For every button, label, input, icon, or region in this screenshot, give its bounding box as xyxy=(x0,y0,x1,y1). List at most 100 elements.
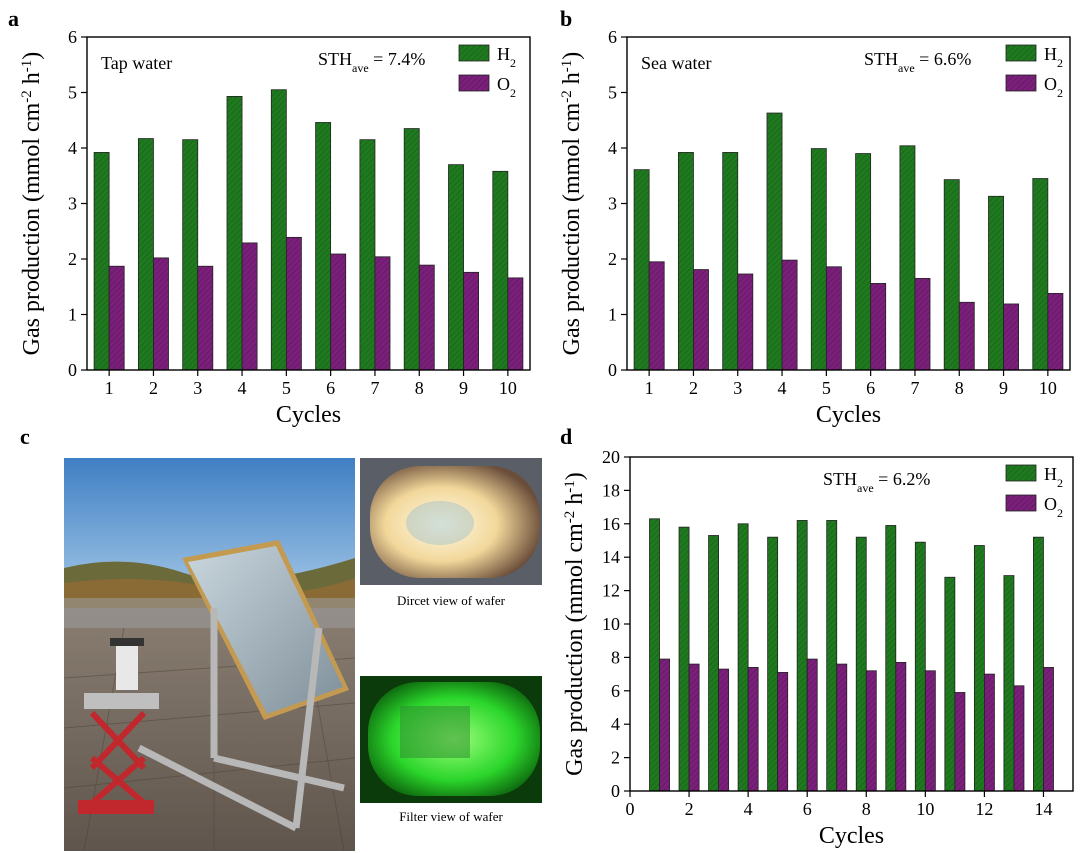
bar-h2 xyxy=(973,545,985,792)
bar-o2 xyxy=(983,673,995,792)
bar-o2 xyxy=(924,670,936,792)
bar-h2 xyxy=(448,164,464,371)
plot-frame xyxy=(629,456,1074,792)
bar-o2 xyxy=(463,271,480,371)
y-tick-label: 2 xyxy=(611,748,620,768)
legend-swatch xyxy=(458,44,490,62)
bar-o2 xyxy=(870,283,887,371)
bar-h2 xyxy=(678,526,690,792)
bar-h2 xyxy=(1032,178,1049,371)
plot-frame xyxy=(86,36,531,371)
bar-o2 xyxy=(1043,667,1054,792)
x-tick-label: 6 xyxy=(326,378,335,398)
bar-o2 xyxy=(825,266,842,371)
bar-o2 xyxy=(836,663,848,792)
y-tick-label: 5 xyxy=(68,83,77,103)
bar-h2 xyxy=(899,145,916,371)
y-tick-label: 8 xyxy=(611,647,620,667)
bar-h2 xyxy=(1003,575,1015,792)
x-tick-label: 0 xyxy=(626,799,635,819)
bar-h2 xyxy=(914,541,926,792)
bar-h2 xyxy=(722,152,739,371)
bar-h2 xyxy=(270,89,287,371)
x-tick-label: 4 xyxy=(238,378,247,398)
x-tick-label: 3 xyxy=(733,378,742,398)
x-tick-label: 6 xyxy=(866,378,875,398)
legend-label: O2 xyxy=(1044,494,1063,520)
legend-label: H2 xyxy=(1044,44,1063,70)
x-tick-label: 5 xyxy=(822,378,831,398)
panel-letter-b: b xyxy=(560,6,573,31)
bar-h2 xyxy=(988,195,1004,371)
x-axis-label: Cycles xyxy=(819,823,884,849)
x-tick-label: 1 xyxy=(645,378,654,398)
legend-label: O2 xyxy=(1044,74,1063,100)
bar-o2 xyxy=(688,663,700,792)
x-axis-label: Cycles xyxy=(816,402,881,428)
x-tick-label: 2 xyxy=(149,378,158,398)
annotation-label: Tap water xyxy=(101,53,172,73)
bar-h2 xyxy=(885,525,897,792)
bar-h2 xyxy=(943,179,960,371)
x-tick-label: 1 xyxy=(105,378,114,398)
bar-o2 xyxy=(806,658,818,792)
bar-o2 xyxy=(693,269,709,371)
bar-o2 xyxy=(197,265,214,371)
bar-o2 xyxy=(1047,293,1064,371)
sth-label: STHave = 6.2% xyxy=(823,469,930,495)
bar-o2 xyxy=(958,301,975,371)
bar-o2 xyxy=(777,672,789,792)
legend-swatch xyxy=(1005,44,1037,62)
bar-h2 xyxy=(226,95,243,371)
bar-h2 xyxy=(315,122,332,371)
bar-h2 xyxy=(677,152,694,371)
bar-h2 xyxy=(359,139,376,371)
bar-h2 xyxy=(708,535,720,792)
plot-frame xyxy=(626,36,1071,371)
bar-h2 xyxy=(855,536,867,792)
bar-o2 xyxy=(330,253,347,371)
bar-h2 xyxy=(855,153,872,371)
bar-h2 xyxy=(403,128,420,371)
bar-h2 xyxy=(944,576,956,792)
legend-label: H2 xyxy=(1044,464,1063,490)
bar-h2 xyxy=(633,169,650,371)
bar-o2 xyxy=(241,242,258,371)
x-tick-label: 2 xyxy=(685,799,694,819)
legend-label: H2 xyxy=(497,44,516,70)
bar-o2 xyxy=(954,692,966,792)
x-tick-label: 4 xyxy=(744,799,753,819)
y-tick-label: 6 xyxy=(68,27,77,47)
chart-d: 0 2 4 6 8 10 12 14 16 18 20 0 2 4 6 8 10 12 14 Gas producti… xyxy=(562,447,1074,849)
bar-o2 xyxy=(648,261,665,371)
y-tick-label: 20 xyxy=(602,447,620,467)
bar-o2 xyxy=(718,668,730,792)
legend-swatch xyxy=(458,74,490,92)
panel-letter-d: d xyxy=(560,424,573,449)
y-tick-label: 0 xyxy=(608,360,617,380)
y-tick-label: 5 xyxy=(608,83,617,103)
x-tick-label: 9 xyxy=(459,378,468,398)
y-tick-label: 0 xyxy=(68,360,77,380)
direct-view-photo xyxy=(360,458,542,585)
x-tick-label: 12 xyxy=(975,799,993,819)
panel-letter-a: a xyxy=(8,6,19,31)
bar-o2 xyxy=(418,264,435,371)
x-tick-label: 6 xyxy=(803,799,812,819)
bar-o2 xyxy=(1013,685,1025,792)
legend-swatch xyxy=(1005,74,1037,92)
bar-h2 xyxy=(737,523,749,792)
y-tick-label: 16 xyxy=(602,514,620,534)
x-tick-label: 4 xyxy=(778,378,787,398)
panel-letter-c: c xyxy=(20,424,30,449)
bar-h2 xyxy=(810,148,827,371)
y-tick-label: 1 xyxy=(68,305,77,325)
y-tick-label: 0 xyxy=(611,781,620,801)
bar-h2 xyxy=(137,138,154,371)
y-tick-label: 1 xyxy=(608,305,617,325)
x-tick-label: 7 xyxy=(910,378,919,398)
bar-o2 xyxy=(781,259,798,371)
bar-o2 xyxy=(507,277,524,371)
legend-swatch xyxy=(1005,494,1037,512)
y-tick-label: 10 xyxy=(602,614,620,634)
